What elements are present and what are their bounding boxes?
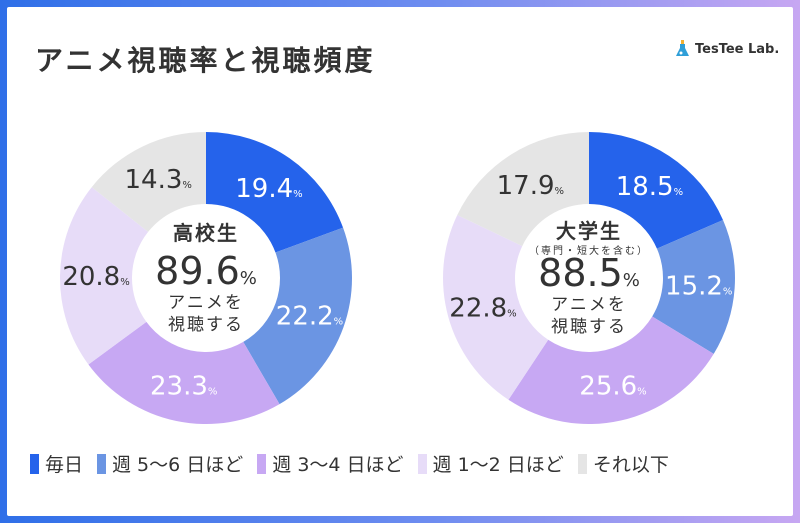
donut-slice (206, 132, 344, 253)
legend-item: それ以下 (577, 450, 669, 477)
donut-slice (589, 132, 723, 249)
legend-swatch (257, 453, 267, 474)
donut-slice (457, 132, 589, 247)
slice-value-label: 14.3% (125, 165, 192, 195)
page-title: アニメ視聴率と視聴頻度 (35, 44, 376, 77)
donut-chart: 19.4% 22.2% 23.3% 20.8% 14.3% 高校生 89.6%アニメを視聴す… (59, 132, 352, 425)
slice-value-label: 20.8% (62, 262, 129, 292)
donut-slice (243, 227, 352, 405)
slice-value-label: 22.8% (449, 293, 516, 323)
legend: 毎日 週 5〜6 日ほど 週 3〜4 日ほど 週 1〜2 日ほど それ以下 (30, 450, 669, 477)
center-caption-line2: 視聴する (168, 315, 244, 335)
legend-label: 毎日 (45, 454, 84, 476)
donut-slice (652, 220, 735, 354)
donut-slice (508, 316, 714, 424)
center-caption-line1: アニメを (551, 295, 627, 315)
legend-label: それ以下 (592, 454, 669, 476)
slice-value-label: 23.3% (150, 372, 217, 402)
legend-swatch (30, 453, 39, 474)
brand-logo: TesTee Lab. (675, 40, 779, 58)
donut-slice (443, 215, 549, 400)
legend-item: 週 5〜6 日ほど (97, 450, 243, 477)
donut-slice (88, 321, 280, 425)
donut-chart: 18.5% 15.2% 25.6% 22.8% 17.9% 大学生（専門・短大を含む）88… (443, 132, 735, 424)
donut-slice (59, 187, 149, 365)
slice-value-label: 17.9% (497, 171, 564, 201)
donut-slice (91, 132, 206, 232)
legend-swatch (417, 453, 427, 474)
center-group-label: 大学生 (556, 219, 622, 243)
center-caption-line2: 視聴する (551, 317, 627, 337)
legend-item: 週 1〜2 日ほど (417, 450, 564, 477)
slice-value-label: 22.2% (276, 301, 343, 331)
slice-value-label: 15.2% (665, 272, 732, 302)
flask-icon (676, 40, 689, 56)
legend-swatch (97, 453, 107, 474)
legend-item: 毎日 (30, 450, 83, 477)
center-rate-value: 88.5% (538, 251, 640, 295)
legend-label: 週 5〜6 日ほど (112, 454, 244, 476)
legend-swatch (577, 453, 587, 474)
brand-name: TesTee Lab. (695, 41, 780, 57)
legend-label: 週 3〜4 日ほど (272, 454, 404, 476)
legend-label: 週 1〜2 日ほど (432, 454, 564, 476)
center-caption-line1: アニメを (168, 293, 244, 313)
slice-value-label: 18.5% (616, 172, 683, 202)
slice-value-label: 19.4% (235, 174, 302, 204)
center-group-label: 高校生 (173, 221, 239, 245)
slice-value-label: 25.6% (579, 371, 646, 401)
center-rate-value: 89.6% (155, 249, 257, 293)
center-subgroup-label: （専門・短大を含む） (529, 244, 649, 257)
legend-item: 週 3〜4 日ほど (257, 450, 404, 477)
